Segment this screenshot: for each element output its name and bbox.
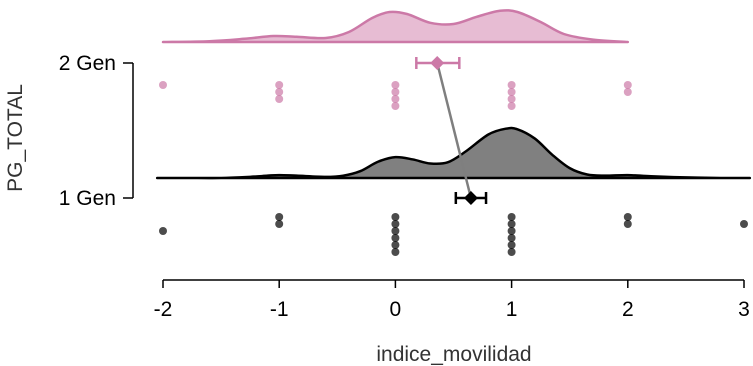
rain-points [159,81,748,256]
density-cloud-1-gen [155,126,752,180]
rain-point [507,88,516,96]
rain-point [391,213,400,221]
x-axis-title: indice_movilidad [376,343,531,366]
x-tick-label: 2 [622,298,634,321]
rain-point [507,81,516,89]
density-clouds [155,9,752,180]
rain-point [507,234,516,242]
rain-point [275,213,284,221]
x-tick-label: 1 [506,298,518,321]
rain-point [740,220,748,228]
rain-point [159,81,167,89]
mean-markers [415,56,488,205]
rain-point [391,95,400,103]
rain-point [507,248,516,256]
rain-point [507,95,516,103]
y-axis-title: PG_TOTAL [4,84,27,192]
rain-point [391,88,400,96]
x-tick-label: -2 [154,298,173,321]
rain-point [275,88,284,96]
rain-point [391,234,400,242]
rain-point [391,81,400,89]
rain-point [391,248,400,256]
x-tick-label: -1 [270,298,289,321]
rain-point [507,227,516,235]
y-ticks: 1 Gen 2 Gen [59,52,133,210]
rain-point [507,213,516,221]
rain-point [391,102,400,110]
rain-point [391,227,400,235]
rain-point [623,88,632,96]
mean-marker [430,56,445,70]
x-ticks: -2 -1 0 1 2 3 [154,280,750,321]
x-tick-label: 0 [390,298,402,321]
rain-point [391,220,400,228]
mean-marker [463,191,478,205]
rain-point [507,241,516,249]
rain-point [623,81,632,89]
rain-point [275,81,284,89]
rain-point [275,95,284,103]
x-tick-label: 3 [738,298,750,321]
rain-point [623,213,632,221]
y-tick-label: 1 Gen [59,187,116,210]
y-tick-label: 2 Gen [59,52,116,75]
rain-point [507,102,516,110]
rain-point [507,220,516,228]
mean-connector-line [436,62,473,199]
rain-point [391,241,400,249]
rain-point [623,220,632,228]
rain-point [275,220,284,228]
density-cloud-2-gen [161,9,630,44]
rain-point [159,227,167,235]
